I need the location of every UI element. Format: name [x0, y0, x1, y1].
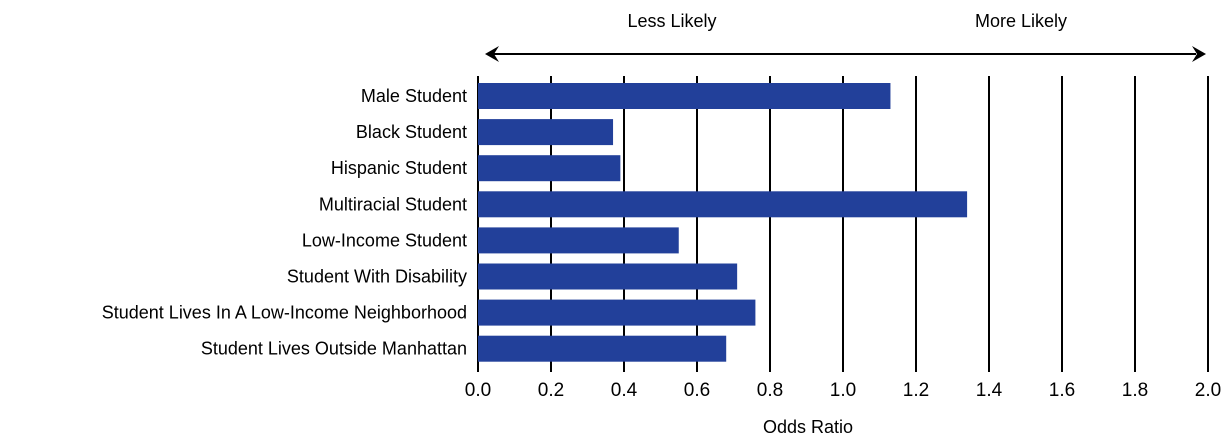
bars [478, 83, 968, 362]
x-tick-label: 1.0 [830, 380, 856, 401]
category-label: Student Lives Outside Manhattan [201, 339, 467, 359]
bar [478, 83, 891, 109]
category-label: Student With Disability [287, 267, 467, 287]
x-axis-title: Odds Ratio [763, 417, 853, 437]
x-tick-label: 0.0 [465, 380, 491, 401]
right-arrowhead-icon [1192, 46, 1206, 62]
x-tick-label: 1.6 [1049, 380, 1075, 401]
less-likely-label: Less Likely [627, 11, 716, 31]
category-label: Multiracial Student [319, 194, 467, 214]
direction-indicator: Less Likely More Likely [485, 11, 1206, 62]
category-label: Black Student [356, 122, 467, 142]
x-tick-labels: 0.0 0.2 0.4 0.6 0.8 1.0 1.2 1.4 1.6 1.8 2.0 [465, 380, 1221, 401]
gridlines [477, 76, 1209, 372]
category-labels: Male Student Black Student Hispanic Studen… [102, 86, 467, 359]
category-label: Student Lives In A Low-Income Neighborho… [102, 303, 467, 323]
category-label: Male Student [361, 86, 467, 106]
bar [478, 155, 621, 182]
category-label: Hispanic Student [331, 158, 467, 178]
bar [478, 299, 756, 326]
more-likely-label: More Likely [975, 11, 1067, 31]
bar [478, 191, 968, 218]
x-tick-label: 0.2 [538, 380, 564, 401]
bar [478, 263, 738, 290]
x-tick-label: 2.0 [1195, 380, 1221, 401]
x-tick-label: 0.6 [684, 380, 710, 401]
x-tick-label: 0.4 [611, 380, 638, 401]
x-tick-label: 1.8 [1122, 380, 1148, 401]
bar [478, 119, 614, 146]
x-tick-label: 1.4 [976, 380, 1003, 401]
x-tick-label: 1.2 [903, 380, 929, 401]
x-tick-label: 0.8 [757, 380, 783, 401]
left-arrowhead-icon [485, 46, 499, 62]
bar [478, 335, 727, 362]
bar [478, 227, 679, 254]
category-label: Low-Income Student [302, 230, 467, 250]
